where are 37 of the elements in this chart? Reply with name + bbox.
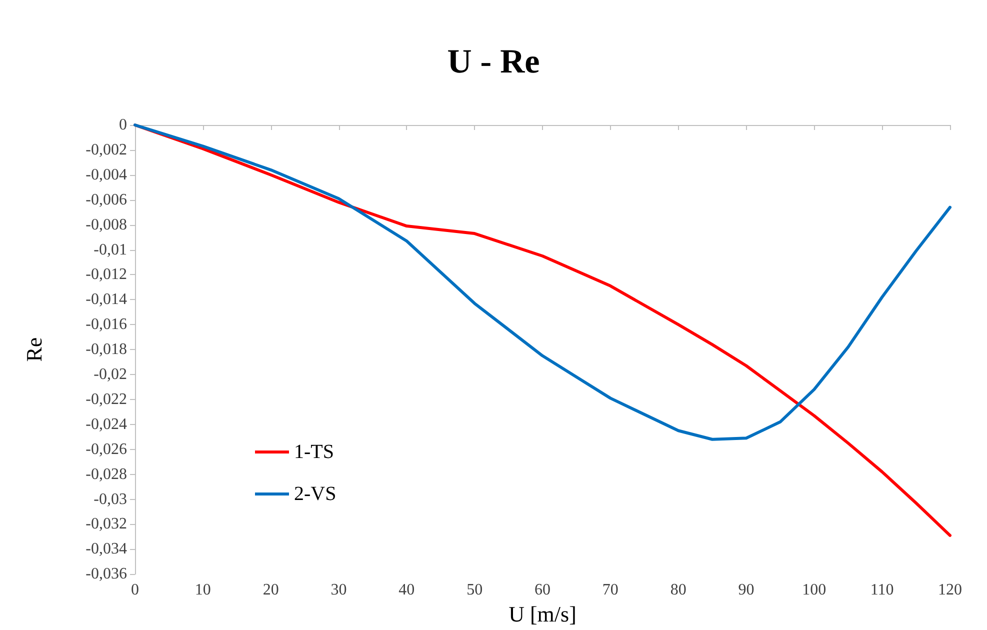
x-tick-label: 30 — [330, 582, 347, 599]
y-tick-label: -0,02 — [94, 366, 127, 383]
x-tick-label: 100 — [802, 582, 826, 599]
x-tick-label: 70 — [602, 582, 618, 599]
x-tick-label: 20 — [262, 582, 279, 599]
y-tick-label: -0,008 — [86, 216, 127, 234]
y-tick-label: -0,018 — [86, 341, 127, 358]
x-tick-label: 10 — [194, 582, 211, 599]
y-tick-label: -0,034 — [86, 540, 127, 558]
y-tick-label: -0,012 — [86, 266, 127, 284]
y-tick-label: -0,002 — [86, 141, 127, 158]
legend-label: 1-TS — [294, 441, 334, 463]
x-tick-label: 80 — [670, 582, 686, 599]
x-tick-label: 110 — [870, 582, 894, 599]
x-tick-label: 0 — [131, 582, 139, 599]
x-tick-label: 40 — [398, 582, 415, 599]
y-tick-label: -0,014 — [86, 291, 127, 308]
y-tick-label: 0 — [119, 116, 127, 134]
y-tick-label: -0,026 — [86, 440, 127, 458]
x-tick-label: 120 — [938, 582, 962, 599]
y-tick-label: -0,004 — [86, 166, 127, 184]
y-tick-label: -0,022 — [86, 390, 127, 408]
y-tick-label: -0,016 — [86, 316, 127, 334]
y-tick-label: -0,024 — [86, 416, 127, 433]
x-tick-label: 90 — [738, 582, 754, 599]
y-tick-label: -0,032 — [86, 516, 127, 533]
y-tick-label: -0,036 — [86, 566, 127, 583]
legend-label: 2-VS — [294, 483, 336, 505]
y-tick-label: -0,03 — [94, 490, 127, 508]
chart-title: U - Re — [447, 44, 540, 80]
y-axis-title: Re — [22, 337, 46, 362]
y-tick-label: -0,01 — [94, 241, 127, 258]
y-tick-label: -0,028 — [86, 466, 127, 483]
y-tick-label: -0,006 — [86, 191, 127, 208]
x-tick-label: 50 — [466, 582, 483, 599]
x-tick-label: 60 — [534, 582, 550, 599]
x-axis-title: U [m/s] — [508, 602, 576, 626]
